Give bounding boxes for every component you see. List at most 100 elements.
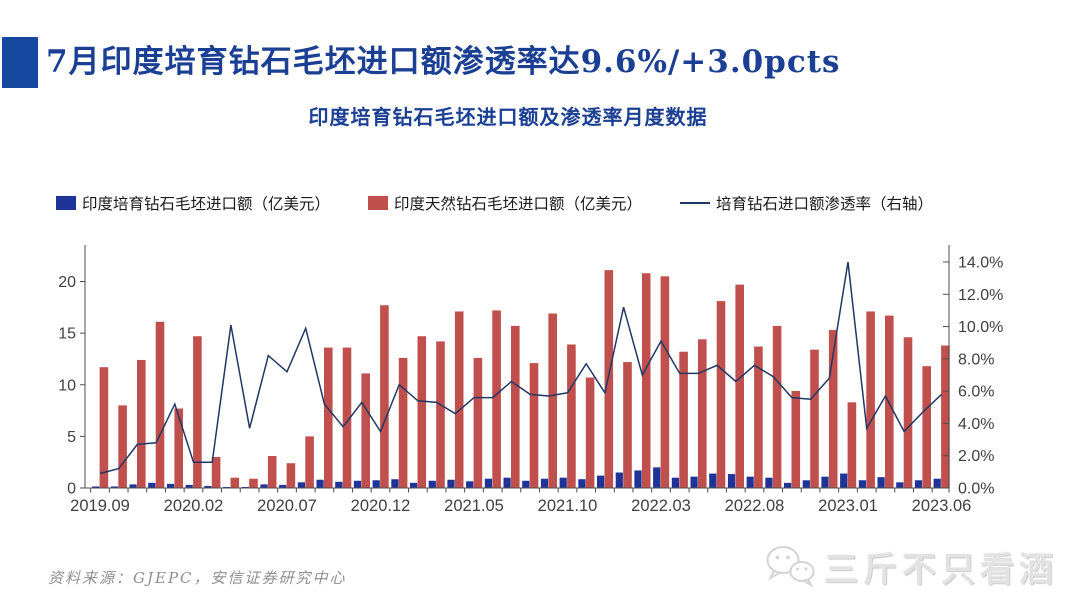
bar-natural-2020.12 xyxy=(380,305,389,488)
bar-natural-2021.06 xyxy=(492,310,501,488)
legend-item-lgd-imports: 印度培育钻石毛坯进口额（亿美元） xyxy=(56,192,330,214)
x-axis-label: 2020.12 xyxy=(351,497,411,515)
bar-lgd-2022.07 xyxy=(727,474,736,488)
right-axis-label: 4.0% xyxy=(958,416,994,433)
bar-lgd-2022.06 xyxy=(709,473,717,488)
bar-lgd-2020.05 xyxy=(241,486,249,488)
bar-natural-2020.03 xyxy=(211,457,221,488)
bar-lgd-2019.10 xyxy=(110,486,118,488)
bar-lgd-2021.05 xyxy=(466,481,474,488)
left-axis-label: 0 xyxy=(67,481,76,498)
bar-natural-2022.09 xyxy=(772,325,782,488)
bar-lgd-2021.09 xyxy=(540,478,549,488)
bar-natural-2023.03 xyxy=(885,315,894,488)
bar-natural-2021.02 xyxy=(417,336,427,488)
bar-natural-2022.02 xyxy=(641,273,651,488)
bar-natural-2021.12 xyxy=(604,270,614,488)
x-axis-label: 2022.03 xyxy=(631,497,691,515)
right-axis-label: 12.0% xyxy=(958,287,1003,304)
bar-lgd-2021.07 xyxy=(503,477,511,488)
bar-natural-2019.12 xyxy=(155,321,165,488)
bar-natural-2019.11 xyxy=(137,359,146,488)
right-axis-label: 14.0% xyxy=(958,254,1003,271)
bar-natural-2019.10 xyxy=(118,405,127,488)
legend-label: 印度天然钻石毛坯进口额（亿美元） xyxy=(394,196,643,213)
bar-lgd-2020.12 xyxy=(372,480,380,488)
bar-natural-2023.02 xyxy=(866,311,875,488)
bar-lgd-2022.03 xyxy=(653,467,661,488)
bar-natural-2020.01 xyxy=(174,408,183,488)
natural-bar-swatch-icon xyxy=(368,196,389,210)
penetration-rate-line xyxy=(99,261,943,475)
bar-lgd-2020.09 xyxy=(316,479,324,488)
right-axis-label: 6.0% xyxy=(958,384,994,401)
bar-natural-2020.07 xyxy=(286,463,296,488)
bar-lgd-2021.11 xyxy=(578,479,586,488)
x-axis-label: 2020.07 xyxy=(257,497,317,515)
right-axis-label: 0.0% xyxy=(958,481,994,498)
bar-natural-2020.02 xyxy=(193,336,202,488)
chart-subtitle: 印度培育钻石毛坯进口额及渗透率月度数据 xyxy=(308,105,708,129)
wechat-icon xyxy=(766,545,815,588)
bar-lgd-2022.12 xyxy=(821,476,829,488)
bar-lgd-2020.01 xyxy=(166,483,175,488)
right-axis-label: 10.0% xyxy=(958,319,1003,336)
bar-natural-2021.11 xyxy=(585,377,595,488)
bar-lgd-2023.04 xyxy=(896,482,904,488)
watermark: 三斤不只看酒 xyxy=(763,542,1058,591)
bar-natural-2021.09 xyxy=(548,313,557,488)
bar-lgd-2021.01 xyxy=(391,479,399,488)
bar-natural-2021.10 xyxy=(567,344,576,488)
bar-natural-2021.03 xyxy=(436,341,445,488)
bar-lgd-2019.09 xyxy=(92,486,100,488)
bar-natural-2023.04 xyxy=(903,337,913,488)
bar-lgd-2020.03 xyxy=(204,485,212,488)
bar-natural-2022.05 xyxy=(698,339,707,488)
bar-natural-2020.05 xyxy=(249,478,258,488)
bar-natural-2021.01 xyxy=(398,357,408,488)
bar-lgd-2020.10 xyxy=(335,481,343,488)
lgd-bar-swatch-icon xyxy=(56,196,76,210)
bar-lgd-2021.10 xyxy=(559,477,567,488)
bar-natural-2020.11 xyxy=(361,373,370,488)
bar-natural-2020.10 xyxy=(342,347,352,488)
bar-lgd-2020.11 xyxy=(353,480,362,488)
left-axis-label: 15 xyxy=(58,326,76,343)
bar-natural-2022.01 xyxy=(623,362,632,488)
bar-natural-2022.11 xyxy=(810,349,819,488)
bar-lgd-2020.08 xyxy=(297,482,305,488)
bar-lgd-2020.02 xyxy=(185,484,193,488)
page-title: 7月印度培育钻石毛坯进口额渗透率达9.6%/+3.0pcts xyxy=(46,44,841,80)
bar-natural-2022.04 xyxy=(679,351,688,488)
bar-natural-2022.06 xyxy=(716,301,726,488)
bar-lgd-2023.02 xyxy=(858,480,866,488)
x-axis-label: 2022.08 xyxy=(725,497,785,515)
bar-natural-2021.08 xyxy=(529,363,539,488)
right-axis-label: 8.0% xyxy=(958,351,994,368)
legend-label: 培育钻石进口额渗透率（右轴） xyxy=(716,196,934,213)
bar-lgd-2022.01 xyxy=(615,472,623,488)
chart-legend: 印度培育钻石毛坯进口额（亿美元） 印度天然钻石毛坯进口额（亿美元） 培育钻石进口… xyxy=(56,192,933,214)
bar-natural-2023.01 xyxy=(847,402,857,488)
bar-lgd-2022.10 xyxy=(784,482,792,488)
bar-natural-2022.07 xyxy=(735,284,744,488)
legend-item-natural-imports: 印度天然钻石毛坯进口额（亿美元） xyxy=(368,192,642,214)
right-axis-label: 2.0% xyxy=(958,448,994,465)
axis-lines xyxy=(84,245,950,489)
bar-natural-2020.09 xyxy=(324,347,333,488)
left-axis-label: 20 xyxy=(58,274,76,291)
bar-natural-2021.07 xyxy=(511,325,520,488)
watermark-text: 三斤不只看酒 xyxy=(824,551,1058,589)
bar-natural-2022.12 xyxy=(828,330,838,488)
bar-natural-2021.04 xyxy=(454,311,464,488)
title-accent-square xyxy=(2,37,38,88)
bar-natural-2022.08 xyxy=(754,346,763,488)
bar-lgd-2023.05 xyxy=(914,480,923,488)
bar-lgd-2021.06 xyxy=(484,478,492,488)
bar-natural-2023.05 xyxy=(922,366,931,488)
x-axis-label: 2019.09 xyxy=(70,497,130,515)
bar-lgd-2020.07 xyxy=(279,484,287,488)
bar-lgd-2022.04 xyxy=(671,477,679,488)
x-axis-label: 2021.05 xyxy=(444,497,504,515)
